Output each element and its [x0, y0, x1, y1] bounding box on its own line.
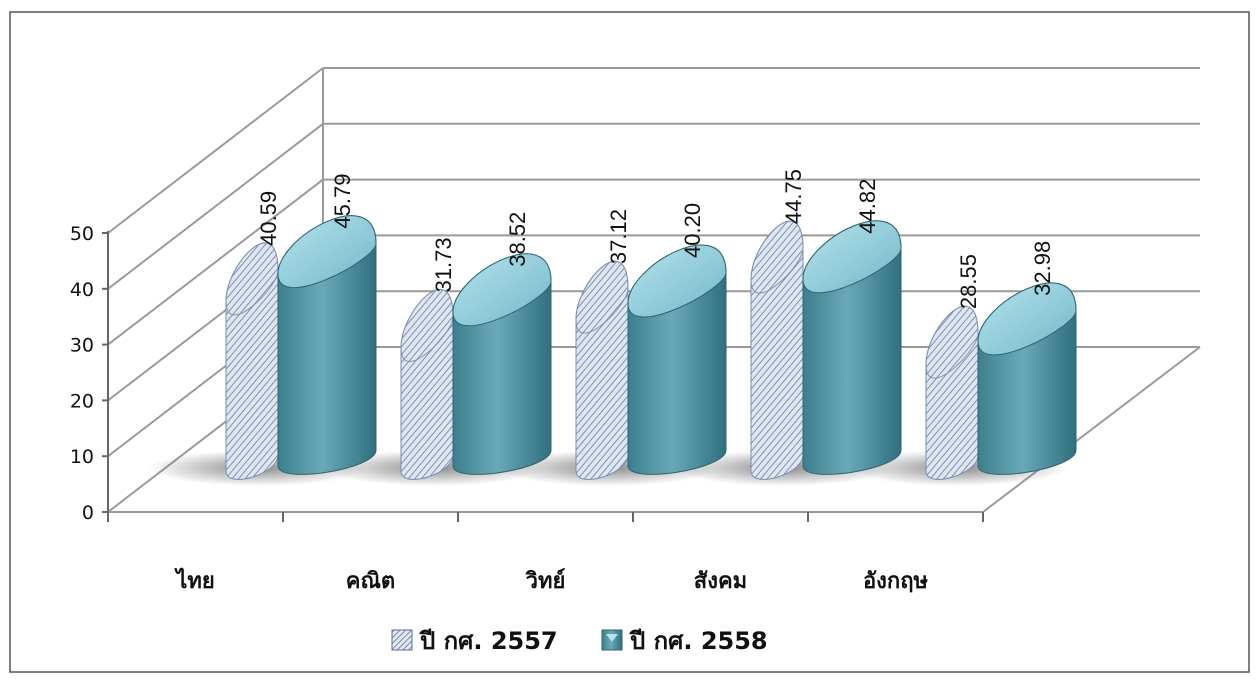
x-tick-label: คณิต — [346, 569, 395, 594]
data-label: 37.12 — [606, 209, 631, 264]
legend-swatch-highlight — [606, 634, 618, 642]
y-tick-label: 10 — [70, 446, 94, 468]
x-tick-label: อังกฤษ — [863, 569, 929, 594]
y-tick-label: 50 — [70, 223, 94, 245]
bar-top — [277, 215, 377, 289]
data-label: 40.59 — [256, 191, 281, 246]
y-tick-label: 40 — [70, 279, 94, 301]
legend-swatch — [391, 629, 413, 651]
chart-border — [9, 11, 1250, 673]
grid-diagonal — [107, 178, 324, 346]
data-label: 28.55 — [956, 254, 981, 309]
legend-label: ปี กศ. 2558 — [629, 627, 768, 655]
bar-top — [802, 220, 902, 294]
data-label: 32.98 — [1030, 241, 1055, 296]
bar-top — [575, 260, 629, 334]
bar-top — [750, 220, 804, 294]
data-label: 44.82 — [855, 179, 880, 234]
bar-top — [925, 305, 979, 379]
bar-top — [452, 253, 552, 327]
y-tick-label: 30 — [70, 335, 94, 357]
data-label: 44.75 — [781, 169, 806, 224]
data-label: 38.52 — [505, 212, 530, 267]
bars-layer — [225, 215, 1077, 480]
axis-layer: 0 10 20 30 40 50 ไทย คณิต วิทย์ สังคม อังกฤษ — [70, 223, 984, 594]
grid-diagonal — [107, 123, 324, 290]
floor-right-edge — [982, 346, 1201, 513]
x-tick-label: ไทย — [174, 567, 214, 594]
x-tick-label: สังคม — [694, 569, 747, 594]
bar-top — [977, 282, 1077, 356]
data-label: 31.73 — [431, 237, 456, 292]
data-label: 40.20 — [680, 203, 705, 258]
y-tick-label: 0 — [82, 502, 94, 524]
y-tick-label: 20 — [70, 390, 94, 412]
grid-diagonal — [107, 67, 324, 234]
x-tick-label: วิทย์ — [525, 568, 565, 594]
bar-top — [627, 244, 727, 318]
data-label: 45.79 — [330, 174, 355, 229]
labels-layer: 40.59 45.79 31.73 38.52 37.12 40.20 44.75 44.82… — [256, 169, 1055, 309]
legend-label: ปี กศ. 2557 — [419, 627, 558, 655]
legend: ปี กศ. 2557 ปี กศ. 2558 — [391, 627, 768, 655]
